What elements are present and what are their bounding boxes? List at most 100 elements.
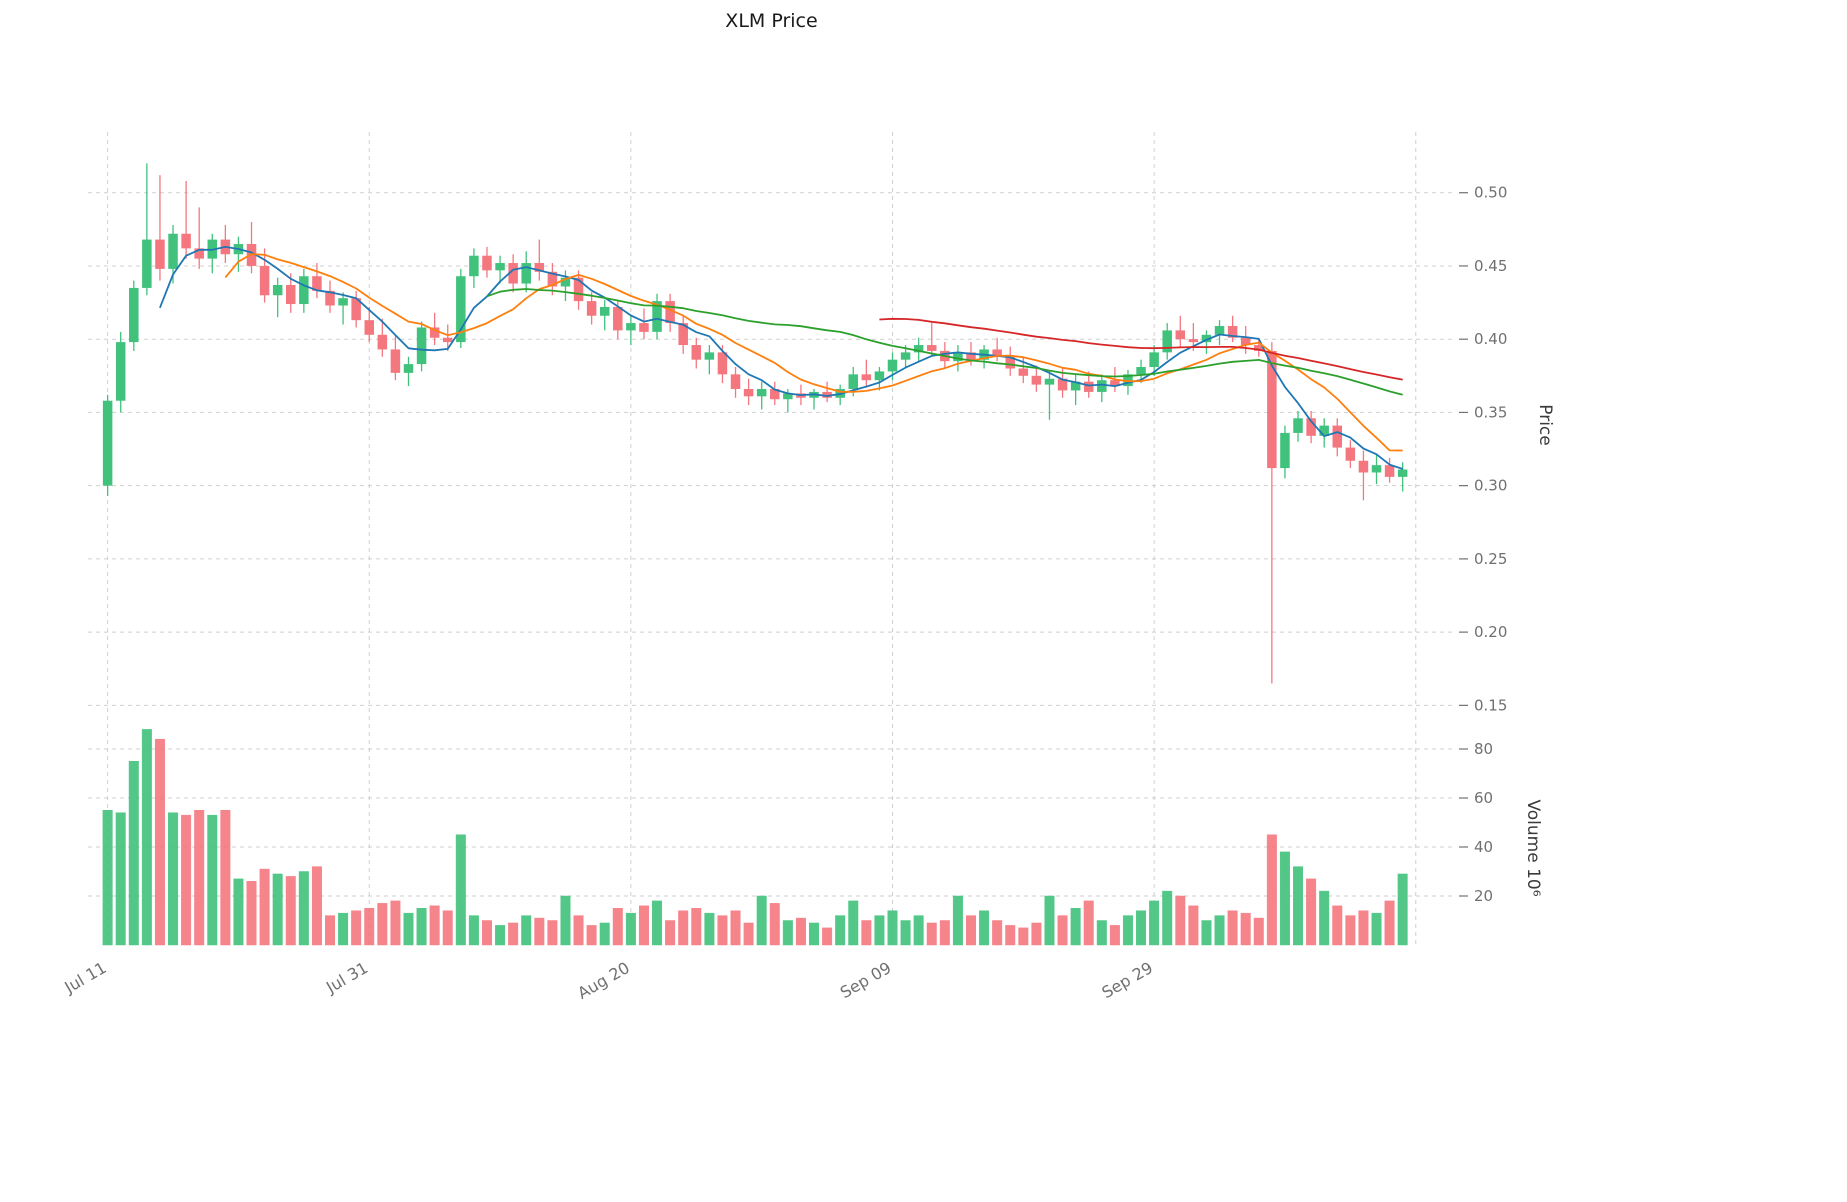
price-tick-label: 0.25	[1474, 550, 1507, 568]
candle-body	[613, 306, 623, 331]
volume-tick-label: 60	[1474, 789, 1493, 807]
candle-body	[390, 349, 401, 373]
volume-bar	[612, 908, 623, 946]
volume-bar	[625, 912, 636, 946]
volume-bar	[455, 834, 466, 946]
candle-body	[966, 352, 976, 360]
candle-body	[547, 271, 558, 287]
volume-bar	[1005, 925, 1016, 946]
volume-bar	[743, 922, 754, 946]
volume-bar	[769, 903, 780, 946]
candle-body	[482, 255, 492, 271]
volume-bar	[246, 881, 257, 946]
candle-body	[1201, 334, 1212, 343]
candle-body	[1345, 447, 1356, 461]
x-tick-label: Aug 20	[574, 958, 633, 1003]
candle-body	[1332, 425, 1343, 448]
candle-body	[652, 301, 662, 332]
x-tick-label: Jul 31	[322, 958, 371, 997]
volume-bar	[795, 917, 806, 946]
volume-bar	[1149, 900, 1160, 946]
volume-bar	[717, 915, 728, 946]
candle-body	[730, 374, 741, 389]
candle-body	[743, 388, 754, 397]
volume-bar	[573, 915, 584, 946]
volume-bar	[429, 905, 440, 946]
x-tick-label: Sep 09	[837, 958, 895, 1002]
volume-bar	[1070, 908, 1081, 946]
candle-body	[639, 323, 649, 332]
volume-bar	[809, 922, 820, 946]
candle-body	[1188, 339, 1199, 343]
volume-bar	[1109, 925, 1120, 946]
volume-bar	[1188, 905, 1199, 946]
candle-body	[325, 290, 335, 306]
candle-body	[913, 345, 924, 353]
ma-line-ma30	[486, 288, 1403, 396]
candle-body	[953, 352, 963, 362]
candle-body	[1175, 330, 1186, 340]
volume-tick-label: 40	[1474, 838, 1493, 856]
candle-body	[129, 287, 139, 343]
chart-title: XLM Price	[725, 10, 818, 32]
volume-bar	[560, 895, 571, 946]
candle-body	[1306, 418, 1316, 436]
candle-body	[626, 323, 636, 331]
candle-body	[1110, 380, 1120, 387]
volume-bar	[691, 908, 702, 946]
candle-body	[1371, 465, 1382, 473]
volume-bar	[390, 900, 401, 946]
candle-body	[1267, 350, 1277, 469]
candle-body	[338, 298, 348, 306]
candle-body	[783, 393, 793, 400]
candle-body	[312, 276, 322, 291]
volume-bar	[782, 920, 793, 946]
volume-bar	[220, 810, 231, 946]
candle-body	[168, 233, 178, 269]
candle-body	[770, 388, 780, 400]
volume-bar	[599, 922, 610, 946]
volume-bar	[351, 910, 362, 946]
candle-body	[1057, 378, 1068, 391]
candle-body	[403, 364, 414, 373]
candle-body	[534, 263, 545, 272]
price-tick-label: 0.50	[1474, 184, 1507, 202]
candle-body	[1280, 432, 1290, 469]
candle-body	[1136, 367, 1146, 375]
candle-body	[1240, 337, 1251, 346]
volume-bar	[1319, 890, 1330, 946]
candle-body	[926, 345, 937, 351]
volume-bar	[1293, 866, 1304, 946]
volume-bar	[481, 920, 492, 946]
candle-body	[416, 327, 427, 365]
volume-bar	[730, 910, 741, 946]
volume-bar	[207, 814, 218, 946]
volume-bar	[521, 915, 532, 946]
candle-body	[822, 391, 832, 398]
x-tick-label: Jul 11	[61, 958, 110, 997]
volume-bar	[1253, 917, 1264, 946]
price-tick-label: 0.40	[1474, 330, 1507, 348]
volume-bar	[939, 920, 950, 946]
volume-bar	[403, 912, 414, 946]
volume-bar	[835, 915, 846, 946]
volume-tick-label: 80	[1474, 740, 1493, 758]
volume-bar	[1031, 922, 1042, 946]
candle-body	[1044, 378, 1055, 385]
candle-body	[586, 301, 597, 316]
volume-bar	[298, 871, 309, 946]
candle-body	[704, 352, 715, 360]
candle-body	[1397, 469, 1408, 477]
volume-bar	[508, 922, 519, 946]
candle-body	[1214, 326, 1225, 335]
volume-bar	[1306, 878, 1317, 946]
ma-line-ma10	[224, 253, 1403, 452]
candle-body	[194, 248, 204, 259]
volume-bar	[887, 910, 898, 946]
volume-bar	[272, 873, 283, 946]
volume-bar	[1136, 910, 1147, 946]
volume-bar	[1279, 851, 1290, 946]
volume-bar	[665, 920, 676, 946]
candle-body	[1319, 425, 1329, 436]
